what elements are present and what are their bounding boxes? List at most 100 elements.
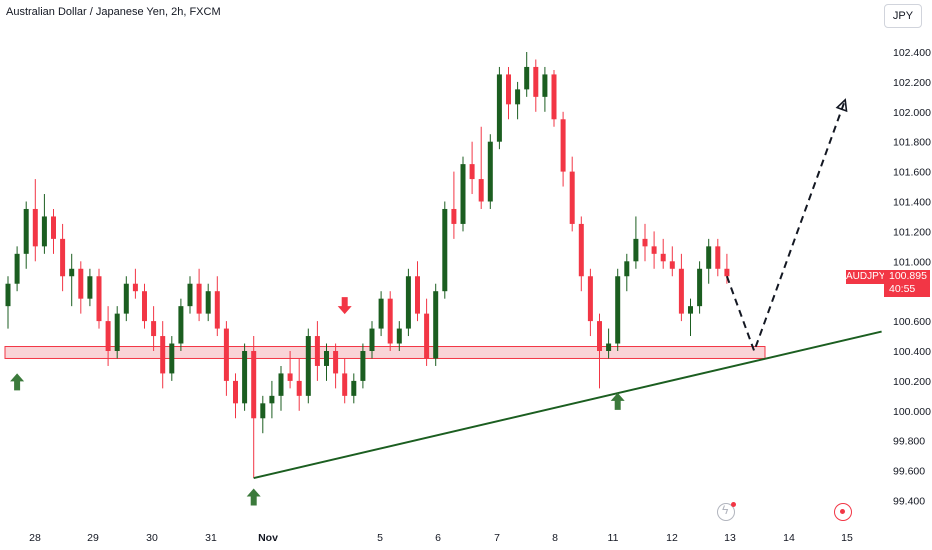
candle-body bbox=[451, 208, 457, 224]
candle-body bbox=[205, 291, 211, 314]
trendline bbox=[253, 330, 882, 480]
candle-body bbox=[660, 253, 666, 262]
time-tick-label: 7 bbox=[494, 532, 500, 544]
time-tick-label: 28 bbox=[29, 532, 41, 544]
projection-arrowhead bbox=[835, 98, 848, 113]
candle-body bbox=[387, 298, 393, 344]
candle-body bbox=[715, 246, 721, 269]
currency-button[interactable]: JPY bbox=[884, 4, 922, 28]
candle-body bbox=[524, 66, 530, 90]
candle-body bbox=[405, 276, 411, 329]
price-tick-label: 102.400 bbox=[893, 47, 931, 59]
last-price-label: 100.895 40:55 bbox=[884, 270, 930, 297]
candle-body bbox=[5, 283, 11, 307]
candle-body bbox=[324, 351, 329, 366]
buy-arrow-icon bbox=[610, 392, 625, 410]
candle-body bbox=[287, 373, 293, 381]
candle-body bbox=[506, 74, 511, 105]
chart-title: Australian Dollar / Japanese Yen, 2h, FX… bbox=[6, 6, 221, 18]
candle-body bbox=[378, 298, 384, 329]
candle-body bbox=[78, 268, 84, 299]
candle-body bbox=[396, 328, 402, 344]
candle-body bbox=[551, 74, 557, 120]
price-tick-label: 102.000 bbox=[893, 107, 931, 119]
candle-body bbox=[615, 276, 621, 344]
candle-body bbox=[23, 208, 29, 254]
candle-body bbox=[624, 261, 630, 277]
candle-body bbox=[160, 336, 166, 374]
time-axis[interactable]: 28 29 30 31 Nov 5 6 7 8 11 12 13 14 15 bbox=[29, 532, 853, 544]
signal-arrows bbox=[10, 297, 625, 506]
candle-body bbox=[196, 283, 202, 314]
candle-body bbox=[269, 395, 275, 404]
candle-body bbox=[14, 253, 20, 284]
candle-body bbox=[460, 164, 466, 224]
candle-body bbox=[41, 216, 47, 247]
candle-body bbox=[669, 261, 675, 269]
candle-body bbox=[469, 164, 475, 180]
time-tick-label: 8 bbox=[552, 532, 558, 544]
time-tick-label: 14 bbox=[783, 532, 795, 544]
time-tick-label: 29 bbox=[87, 532, 99, 544]
candle-body bbox=[223, 328, 229, 381]
candle-body bbox=[351, 380, 357, 396]
candle-body bbox=[233, 380, 238, 404]
candle-body bbox=[651, 246, 657, 254]
candle-body bbox=[496, 74, 502, 142]
time-tick-label: 15 bbox=[841, 532, 853, 544]
candle-body bbox=[706, 246, 712, 269]
sell-arrow-icon bbox=[337, 297, 352, 315]
candle-body bbox=[533, 66, 539, 97]
candle-body bbox=[123, 283, 129, 314]
candle-body bbox=[151, 321, 157, 337]
candle-body bbox=[433, 291, 439, 359]
price-tick-label: 100.200 bbox=[893, 376, 931, 388]
bar-countdown: 40:55 bbox=[889, 283, 916, 295]
lightning-icon[interactable] bbox=[717, 502, 736, 521]
candle-body bbox=[633, 238, 639, 262]
candle-body bbox=[487, 141, 493, 202]
price-tick-label: 100.400 bbox=[893, 346, 931, 358]
price-tick-label: 101.200 bbox=[893, 226, 931, 238]
time-tick-label: 30 bbox=[146, 532, 158, 544]
price-tick-label: 101.400 bbox=[893, 197, 931, 209]
candle-body bbox=[569, 171, 575, 224]
candle-body bbox=[142, 291, 147, 322]
buy-arrow-icon bbox=[10, 373, 25, 391]
candles bbox=[5, 52, 730, 479]
price-tick-label: 101.000 bbox=[893, 256, 931, 268]
price-tick-label: 101.600 bbox=[893, 167, 931, 179]
candle-body bbox=[688, 306, 693, 314]
candle-body bbox=[333, 351, 339, 374]
candle-body bbox=[169, 343, 175, 374]
price-tick-label: 100.600 bbox=[893, 316, 931, 328]
time-tick-label: 6 bbox=[435, 532, 441, 544]
record-icon[interactable] bbox=[834, 503, 852, 521]
candle-body bbox=[442, 208, 448, 292]
candle-body bbox=[69, 268, 75, 277]
price-axis[interactable]: 102.400 102.200 102.000 101.800 101.600 101.4… bbox=[893, 47, 931, 508]
candle-body bbox=[724, 268, 730, 277]
candle-body bbox=[415, 276, 420, 314]
price-tick-label: 99.600 bbox=[893, 466, 925, 478]
candle-body bbox=[278, 373, 284, 396]
candle-body bbox=[369, 328, 375, 351]
price-tick-label: 100.000 bbox=[893, 406, 931, 418]
candle-body bbox=[342, 373, 348, 396]
candle-body bbox=[296, 380, 302, 396]
candle-body bbox=[32, 208, 38, 247]
price-tick-label: 99.800 bbox=[893, 436, 925, 448]
candle-body bbox=[187, 283, 193, 307]
candle-body bbox=[597, 321, 602, 351]
candle-body bbox=[251, 351, 257, 419]
time-tick-label: 12 bbox=[666, 532, 678, 544]
price-tick-label: 101.800 bbox=[893, 137, 931, 149]
candle-body bbox=[305, 336, 311, 396]
last-price-value: 100.895 bbox=[889, 270, 927, 282]
candle-body bbox=[51, 216, 56, 239]
candle-body bbox=[424, 313, 430, 359]
candle-body bbox=[678, 268, 684, 314]
candle-body bbox=[542, 74, 548, 97]
